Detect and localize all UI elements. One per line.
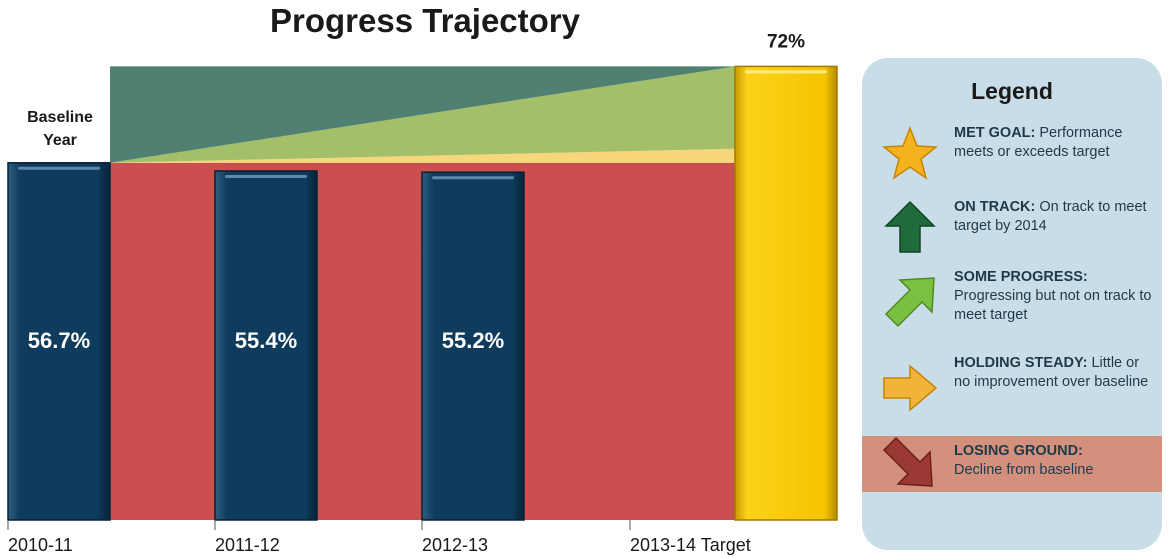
up-arrow-icon — [884, 200, 936, 253]
x-tick-label: 2010-11 — [8, 535, 73, 555]
bar — [7, 162, 111, 521]
x-tick-label: 2011-12 — [215, 535, 280, 555]
legend-item: LOSING GROUND: Decline from baseline — [862, 436, 1162, 492]
bar-highlight — [432, 176, 514, 180]
bar — [214, 170, 318, 521]
legend-item: ON TRACK: On track to meet target by 201… — [862, 198, 1162, 258]
bar-highlight — [18, 166, 100, 170]
legend: Legend MET GOAL: Performance meets or ex… — [862, 58, 1162, 550]
bar — [734, 65, 838, 521]
legend-text: LOSING GROUND: Decline from baseline — [954, 443, 1094, 478]
legend-title: Legend — [971, 78, 1053, 104]
legend-item: SOME PROGRESS: Progressing but not on tra… — [862, 268, 1162, 338]
right-arrow-icon — [883, 364, 938, 412]
bar-highlight — [745, 70, 827, 74]
value-label: 56.7% — [28, 328, 90, 353]
legend-text: SOME PROGRESS: Progressing but not on tra… — [954, 269, 1152, 323]
bar — [421, 171, 525, 521]
legend-text: ON TRACK: On track to meet target by 201… — [954, 199, 1147, 234]
down-arrow-icon — [882, 436, 933, 487]
chart: 56.7% 2010-11 55.4% 2011-12 55.2% 2012-13 72% 2… — [7, 31, 838, 555]
value-label: 55.4% — [235, 328, 297, 353]
bar-highlight — [225, 174, 307, 178]
x-tick-label: 2013-14 Target — [630, 535, 751, 555]
on-track-zone — [110, 66, 735, 163]
value-label: 72% — [767, 31, 805, 52]
value-label: 55.2% — [442, 328, 504, 353]
annotation: Baseline Year — [27, 109, 93, 149]
star-icon — [881, 125, 939, 180]
legend-text: MET GOAL: Performance meets or exceeds t… — [954, 125, 1123, 160]
legend-item: HOLDING STEADY: Little or no improvement… — [862, 354, 1162, 424]
diag-arrow-icon — [884, 277, 935, 328]
legend-item: MET GOAL: Performance meets or exceeds t… — [862, 124, 1162, 184]
legend-text: HOLDING STEADY: Little or no improvement… — [954, 355, 1149, 390]
chart-title: Progress Trajectory — [270, 2, 580, 39]
x-tick-label: 2012-13 — [422, 535, 488, 555]
